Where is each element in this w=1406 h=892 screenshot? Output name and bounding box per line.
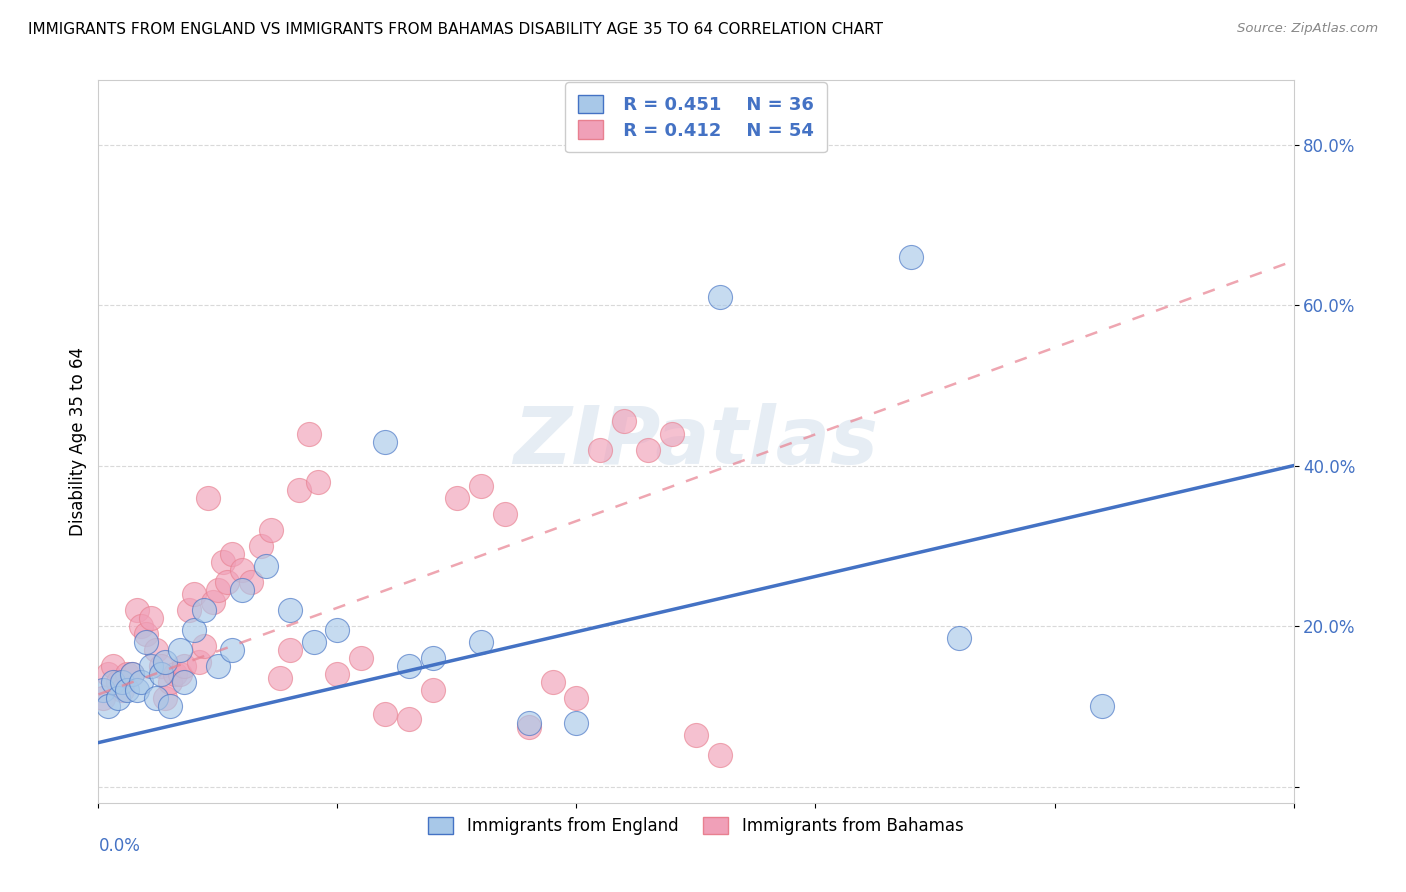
Point xyxy=(685,728,707,742)
Point xyxy=(298,426,321,441)
Point xyxy=(269,671,291,685)
Point xyxy=(217,574,239,589)
Point xyxy=(278,643,301,657)
Point xyxy=(131,619,153,633)
Point xyxy=(139,659,162,673)
Text: IMMIGRANTS FROM ENGLAND VS IMMIGRANTS FROM BAHAMAS DISABILITY AGE 35 TO 64 CORRE: IMMIGRANTS FROM ENGLAND VS IMMIGRANTS FR… xyxy=(28,22,883,37)
Point xyxy=(494,507,516,521)
Point xyxy=(374,707,396,722)
Point xyxy=(422,651,444,665)
Point xyxy=(111,683,134,698)
Point xyxy=(221,643,243,657)
Point xyxy=(470,478,492,492)
Point xyxy=(948,632,970,646)
Point xyxy=(193,603,215,617)
Text: 0.0%: 0.0% xyxy=(98,838,141,855)
Point xyxy=(517,715,540,730)
Point xyxy=(115,683,138,698)
Point xyxy=(326,667,349,681)
Point xyxy=(107,691,129,706)
Point xyxy=(589,442,612,457)
Point xyxy=(900,250,922,264)
Point xyxy=(101,675,124,690)
Point xyxy=(231,583,253,598)
Point xyxy=(202,595,225,609)
Point xyxy=(111,675,134,690)
Point xyxy=(91,691,114,706)
Point xyxy=(193,639,215,653)
Point xyxy=(91,683,114,698)
Point xyxy=(125,683,148,698)
Point xyxy=(470,635,492,649)
Point xyxy=(661,426,683,441)
Point xyxy=(326,623,349,637)
Point xyxy=(97,667,120,681)
Point xyxy=(101,659,124,673)
Point xyxy=(288,483,311,497)
Point xyxy=(107,675,129,690)
Point xyxy=(197,491,219,505)
Point xyxy=(155,691,177,706)
Point xyxy=(207,583,229,598)
Point xyxy=(1091,699,1114,714)
Point xyxy=(565,691,588,706)
Point xyxy=(125,603,148,617)
Point xyxy=(121,667,143,681)
Point xyxy=(149,667,172,681)
Point xyxy=(183,587,205,601)
Point xyxy=(565,715,588,730)
Point xyxy=(115,667,138,681)
Point xyxy=(135,627,157,641)
Point xyxy=(374,434,396,449)
Point xyxy=(446,491,468,505)
Point xyxy=(183,623,205,637)
Point xyxy=(240,574,263,589)
Point xyxy=(709,747,731,762)
Point xyxy=(169,643,191,657)
Point xyxy=(135,635,157,649)
Text: Source: ZipAtlas.com: Source: ZipAtlas.com xyxy=(1237,22,1378,36)
Point xyxy=(541,675,564,690)
Point xyxy=(278,603,301,617)
Point xyxy=(187,655,209,669)
Point xyxy=(709,290,731,304)
Point xyxy=(259,523,281,537)
Point xyxy=(302,635,325,649)
Point xyxy=(163,667,186,681)
Point xyxy=(517,719,540,733)
Point xyxy=(155,655,177,669)
Point xyxy=(139,611,162,625)
Point xyxy=(250,539,273,553)
Point xyxy=(637,442,659,457)
Point xyxy=(221,547,243,561)
Point xyxy=(97,699,120,714)
Point xyxy=(398,659,420,673)
Point xyxy=(131,675,153,690)
Point xyxy=(307,475,329,489)
Legend: Immigrants from England, Immigrants from Bahamas: Immigrants from England, Immigrants from… xyxy=(422,810,970,841)
Point xyxy=(149,659,172,673)
Point xyxy=(121,667,143,681)
Point xyxy=(207,659,229,673)
Point xyxy=(422,683,444,698)
Y-axis label: Disability Age 35 to 64: Disability Age 35 to 64 xyxy=(69,347,87,536)
Point xyxy=(398,712,420,726)
Point xyxy=(159,675,181,690)
Text: ZIPatlas: ZIPatlas xyxy=(513,402,879,481)
Point xyxy=(254,558,277,573)
Point xyxy=(145,691,167,706)
Point xyxy=(231,563,253,577)
Point xyxy=(613,414,636,428)
Point xyxy=(145,643,167,657)
Point xyxy=(173,675,195,690)
Point xyxy=(173,659,195,673)
Point xyxy=(179,603,201,617)
Point xyxy=(211,555,233,569)
Point xyxy=(159,699,181,714)
Point xyxy=(350,651,373,665)
Point xyxy=(169,667,191,681)
